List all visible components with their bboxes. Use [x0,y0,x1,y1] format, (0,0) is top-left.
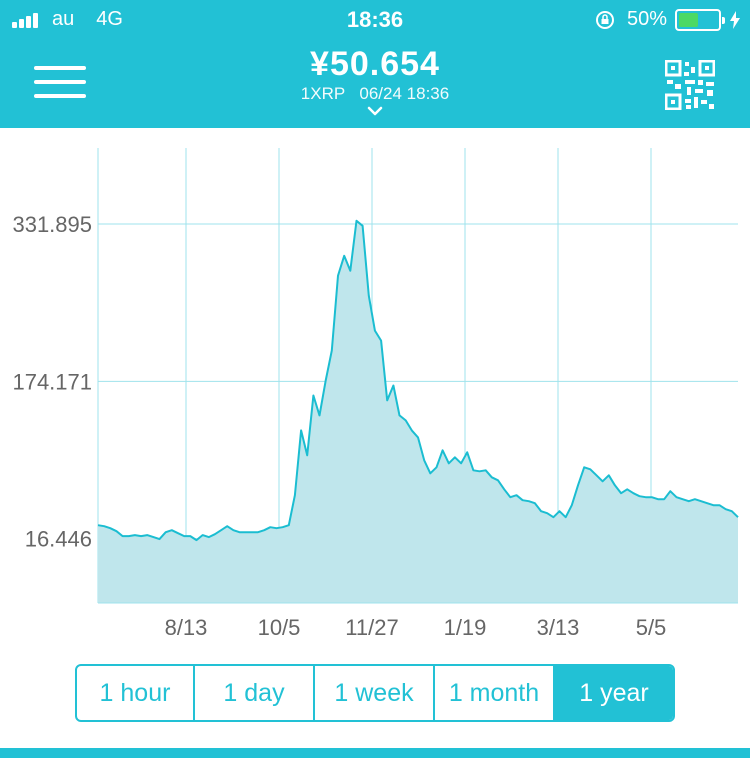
orientation-lock-icon [595,10,614,29]
status-time: 18:36 [346,7,404,32]
range-button-1-hour[interactable]: 1 hour [77,666,195,720]
status-bar: au 4G 18:36 50% [0,0,750,40]
x-tick-label: 11/27 [345,615,398,640]
status-left: au 4G [12,8,123,31]
carrier-name: au [52,8,75,30]
range-button-1-year[interactable]: 1 year [555,666,673,720]
price-chart-svg: 331.895 174.171 16.446 8/13 10/5 11/27 1/19 3/1… [12,148,739,640]
price-subtitle: 1XRP 06/24 18:36 [0,84,750,104]
signal-icon [12,12,40,28]
battery-tip [722,16,725,24]
currency-pair: 1XRP [300,84,346,103]
x-tick-label: 3/13 [537,615,580,640]
x-tick-label: 10/5 [258,615,301,640]
price-line [97,219,739,542]
current-price: ¥50.654 [310,45,440,83]
y-tick-label: 174.171 [12,369,92,394]
range-button-1-day[interactable]: 1 day [195,666,315,720]
network-type: 4G [96,8,123,30]
chevron-down-icon[interactable] [367,106,383,116]
bottom-bar [0,748,750,758]
battery-icon [675,8,725,31]
x-tick-label: 8/13 [165,615,208,640]
x-tick-label: 5/5 [636,615,667,640]
price-area-fill [98,220,738,604]
time-range-selector: 1 hour 1 day 1 week 1 month 1 year [75,664,675,722]
qr-code-icon[interactable] [665,60,715,110]
price-timestamp: 06/24 18:36 [359,84,450,103]
y-tick-label: 331.895 [12,212,92,237]
range-button-1-month[interactable]: 1 month [435,666,555,720]
y-tick-label: 16.446 [25,527,92,552]
price-block[interactable]: ¥50.654 1XRP 06/24 18:36 [0,44,750,116]
app-header: au 4G 18:36 50% ¥50.654 1XRP 06/24 18 [0,0,750,128]
x-tick-label: 1/19 [444,615,487,640]
charging-bolt-icon [730,10,740,29]
hamburger-menu-icon[interactable] [34,66,86,100]
price-chart[interactable]: 331.895 174.171 16.446 8/13 10/5 11/27 1/19 3/1… [0,128,750,648]
status-right: 50% [595,8,740,31]
battery-percent: 50% [626,8,667,30]
range-button-1-week[interactable]: 1 week [315,666,435,720]
battery-level-fill [679,12,698,27]
